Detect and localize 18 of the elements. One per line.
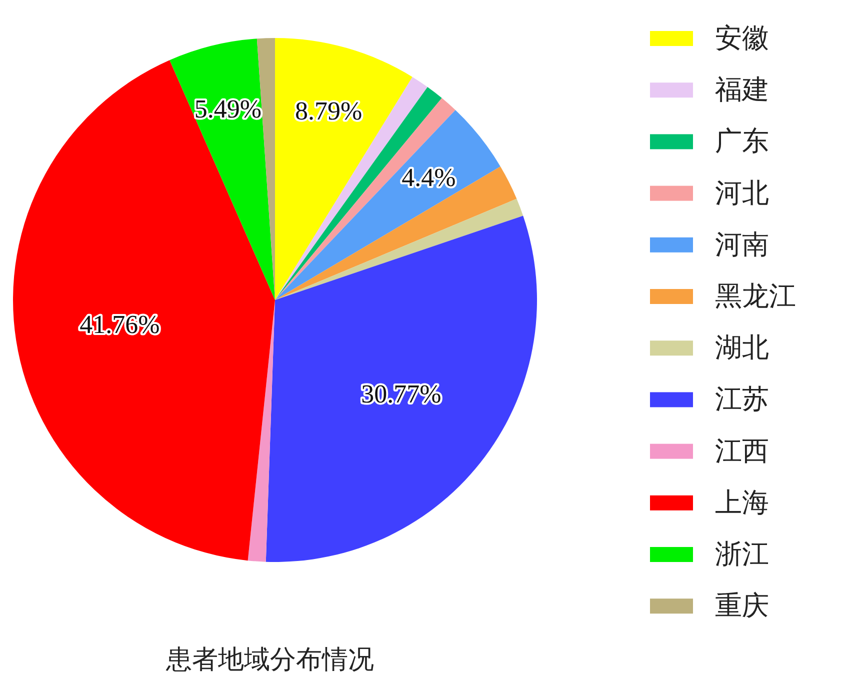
legend-label: 江西 [715, 436, 769, 466]
legend-label: 湖北 [715, 332, 769, 363]
legend-label: 上海 [715, 487, 769, 518]
legend-label: 安徽 [715, 23, 769, 53]
legend-label: 河南 [715, 229, 769, 260]
data-label: 30.77% [361, 379, 442, 408]
legend-label: 福建 [715, 74, 769, 105]
data-label: 8.79% [294, 96, 362, 126]
data-label: 4.4% [402, 163, 456, 192]
data-label: 5.49% [194, 94, 262, 124]
legend-label: 江苏 [715, 384, 769, 414]
legend-label: 黑龙江 [715, 281, 796, 311]
legend-label: 广东 [715, 126, 769, 156]
legend-label: 河北 [715, 178, 769, 208]
text: 患者地域分布情况 [165, 645, 374, 674]
legend-label: 重庆 [715, 590, 769, 621]
legend-label: 浙江 [715, 539, 769, 569]
data-label: 41.76% [80, 310, 160, 339]
